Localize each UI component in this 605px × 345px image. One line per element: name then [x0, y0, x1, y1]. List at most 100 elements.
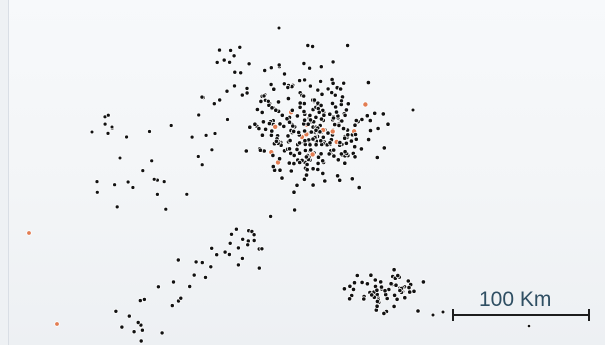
map-point[interactable]	[139, 339, 143, 343]
map-point[interactable]	[339, 99, 343, 103]
map-point[interactable]	[392, 304, 396, 308]
map-point[interactable]	[272, 87, 276, 91]
map-point[interactable]	[333, 122, 337, 126]
map-point[interactable]	[411, 108, 415, 112]
map-point[interactable]	[217, 48, 221, 52]
map-point[interactable]	[103, 122, 107, 126]
map-point[interactable]	[336, 158, 340, 162]
map-point[interactable]	[223, 250, 227, 254]
map-point[interactable]	[252, 238, 256, 242]
map-point[interactable]	[338, 140, 342, 144]
map-point[interactable]	[321, 171, 325, 175]
map-point[interactable]	[240, 93, 244, 97]
map-point[interactable]	[171, 280, 175, 284]
map-point[interactable]	[261, 120, 265, 124]
map-point[interactable]	[431, 313, 435, 317]
map-point[interactable]	[292, 129, 296, 133]
map-point[interactable]	[269, 214, 273, 218]
map-point[interactable]	[297, 141, 301, 145]
map-point[interactable]	[309, 130, 313, 134]
map-point[interactable]	[292, 190, 296, 194]
map-point[interactable]	[341, 126, 345, 130]
map-point[interactable]	[277, 157, 281, 161]
map-point[interactable]	[236, 263, 240, 267]
map-point[interactable]	[302, 118, 306, 122]
map-point[interactable]	[125, 135, 129, 139]
map-point[interactable]	[382, 146, 386, 150]
map-point[interactable]	[311, 137, 315, 141]
map-point[interactable]	[179, 296, 183, 300]
map-point[interactable]	[263, 127, 267, 131]
map-point[interactable]	[331, 81, 335, 85]
map-point[interactable]	[188, 284, 192, 288]
map-point[interactable]	[267, 121, 271, 125]
map-point[interactable]	[412, 289, 416, 293]
map-point[interactable]	[141, 169, 145, 173]
map-point[interactable]	[333, 93, 337, 97]
map-point[interactable]	[258, 148, 262, 152]
map-point[interactable]	[347, 297, 351, 301]
map-point[interactable]	[248, 125, 252, 129]
map-point[interactable]	[270, 129, 274, 133]
map-point[interactable]	[375, 288, 379, 292]
map-point[interactable]	[389, 282, 393, 286]
map-point[interactable]	[421, 280, 425, 284]
map-point[interactable]	[398, 288, 402, 292]
map-point[interactable]	[260, 110, 264, 114]
map-point[interactable]	[309, 148, 313, 152]
map-point[interactable]	[311, 183, 315, 187]
map-point[interactable]	[366, 137, 370, 141]
map-point[interactable]	[317, 110, 321, 114]
map-point[interactable]	[441, 310, 445, 314]
map-point[interactable]	[295, 114, 299, 118]
map-point[interactable]	[316, 167, 320, 171]
map-point[interactable]	[337, 123, 341, 127]
map-point[interactable]	[150, 159, 154, 163]
map-point[interactable]	[266, 99, 270, 103]
map-point[interactable]	[357, 185, 361, 189]
map-point[interactable]	[369, 273, 373, 277]
map-point[interactable]	[200, 95, 204, 99]
map-point[interactable]	[113, 183, 117, 187]
map-point[interactable]	[326, 87, 330, 91]
map-point[interactable]	[297, 130, 301, 134]
map-point[interactable]	[252, 233, 256, 237]
map-point[interactable]	[322, 113, 326, 117]
map-point[interactable]	[287, 147, 291, 151]
map-point[interactable]	[245, 91, 249, 95]
map-point[interactable]	[222, 58, 226, 62]
map-point[interactable]	[194, 260, 198, 264]
map-point[interactable]	[271, 164, 275, 168]
map-point[interactable]	[192, 273, 196, 277]
map-point[interactable]	[262, 94, 266, 98]
map-point[interactable]	[225, 89, 229, 93]
map-point[interactable]	[288, 138, 292, 142]
map-point[interactable]	[343, 161, 347, 165]
map-point[interactable]	[196, 155, 200, 159]
map-point[interactable]	[95, 190, 99, 194]
map-point[interactable]	[343, 113, 347, 117]
map-point[interactable]	[350, 177, 354, 181]
map-point[interactable]	[365, 282, 369, 286]
map-point[interactable]	[246, 243, 250, 247]
map-point[interactable]	[291, 124, 295, 128]
map-point[interactable]	[185, 192, 189, 196]
map-point[interactable]	[314, 115, 318, 119]
map-point[interactable]	[303, 78, 307, 82]
map-point[interactable]	[241, 237, 245, 241]
map-point[interactable]	[140, 328, 144, 332]
map-point[interactable]	[346, 43, 350, 47]
map-point[interactable]	[302, 177, 306, 181]
map-point[interactable]	[215, 60, 219, 64]
map-point[interactable]	[342, 287, 346, 291]
map-point[interactable]	[274, 139, 278, 143]
map-canvas[interactable]: 100 Km	[8, 0, 605, 345]
map-point[interactable]	[162, 180, 166, 184]
map-point[interactable]	[319, 139, 323, 143]
map-point[interactable]	[232, 54, 236, 58]
map-point[interactable]	[169, 124, 173, 128]
map-point[interactable]	[156, 285, 160, 289]
map-point[interactable]	[305, 168, 309, 172]
map-point[interactable]	[229, 232, 233, 236]
map-point[interactable]	[311, 44, 315, 48]
